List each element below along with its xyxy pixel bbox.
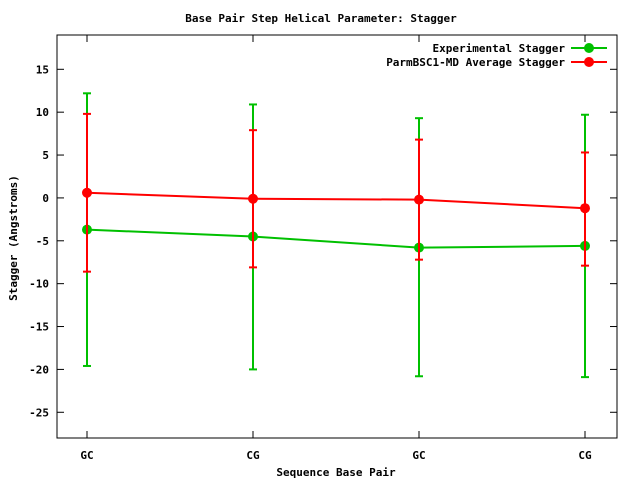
data-point xyxy=(82,187,92,198)
series-line xyxy=(86,228,586,249)
legend-marker xyxy=(584,43,594,53)
series-line xyxy=(86,191,586,210)
plot-area: 15 10 5 0 -5 -10 -15 -20 -25 GC CG GC CG Experimental… xyxy=(29,34,618,462)
y-axis-label: Stagger (Angstroms) xyxy=(7,175,20,301)
legend-label: ParmBSC1-MD Average Stagger xyxy=(386,56,565,69)
chart-title: Base Pair Step Helical Parameter: Stagge… xyxy=(185,12,457,25)
data-point xyxy=(248,193,258,204)
legend-marker xyxy=(584,57,594,67)
x-tick-label: GC xyxy=(412,449,425,462)
x-tick-label: CG xyxy=(246,449,260,462)
y-tick-label: 10 xyxy=(36,106,49,119)
legend-label: Experimental Stagger xyxy=(433,42,566,55)
data-point xyxy=(414,194,424,205)
y-tick-label: -20 xyxy=(29,363,49,376)
x-tick-label: CG xyxy=(578,449,592,462)
x-axis-label: Sequence Base Pair xyxy=(276,466,396,479)
y-tick-label: -25 xyxy=(29,406,49,419)
y-tick-label: -10 xyxy=(29,278,49,291)
y-tick-label: 15 xyxy=(36,63,49,76)
y-tick-label: -5 xyxy=(36,235,49,248)
data-point xyxy=(580,203,590,214)
y-tick-label: -15 xyxy=(29,321,49,334)
y-tick-label: 5 xyxy=(42,149,49,162)
plot-frame xyxy=(56,34,618,439)
y-tick-label: 0 xyxy=(42,192,49,205)
x-tick-label: GC xyxy=(80,449,93,462)
